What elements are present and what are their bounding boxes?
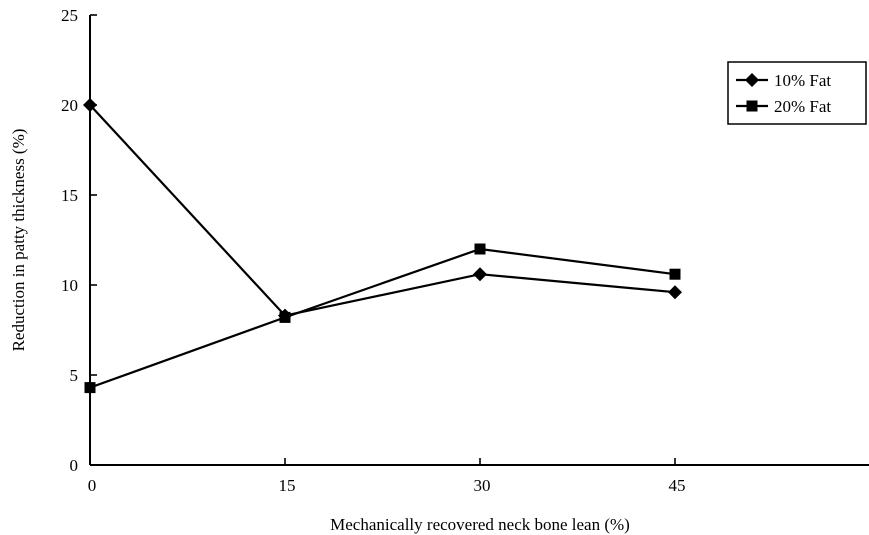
square-marker xyxy=(279,311,291,323)
x-tick-label: 0 xyxy=(88,476,97,495)
series-layer xyxy=(83,98,682,394)
y-tick-label: 25 xyxy=(61,6,78,25)
diamond-marker xyxy=(473,267,487,282)
legend-item: 20% Fat xyxy=(736,97,831,116)
square-marker xyxy=(474,243,486,255)
y-tick-label: 0 xyxy=(70,456,79,475)
square-marker xyxy=(84,382,96,394)
y-tick-label: 10 xyxy=(61,276,78,295)
legend-label: 10% Fat xyxy=(774,71,831,90)
series-2 xyxy=(84,243,681,394)
legend-box xyxy=(727,61,867,125)
y-axis-title: Reduction in patty thickness (%) xyxy=(9,129,28,352)
diamond-marker xyxy=(668,285,682,300)
legend-label: 20% Fat xyxy=(774,97,831,116)
x-tick-label: 45 xyxy=(669,476,686,495)
square-marker xyxy=(669,268,681,280)
y-tick-label: 15 xyxy=(61,186,78,205)
series-line xyxy=(89,104,676,317)
legend-diamond-marker xyxy=(745,73,759,87)
x-axis-title: Mechanically recovered neck bone lean (%… xyxy=(330,515,630,534)
y-tick-label: 5 xyxy=(70,366,79,385)
legend-square-marker xyxy=(746,100,758,112)
ticks: 0 5 10 15 20 25 0 15 30 45 xyxy=(61,6,686,495)
x-tick-label: 30 xyxy=(474,476,491,495)
series-1 xyxy=(83,98,682,323)
diamond-marker xyxy=(83,98,97,112)
x-tick-label: 15 xyxy=(279,476,296,495)
series-line xyxy=(89,247,676,389)
y-tick-label: 20 xyxy=(61,96,78,115)
legend-item: 10% Fat xyxy=(736,71,831,90)
legend: 10% Fat 20% Fat xyxy=(727,61,867,125)
